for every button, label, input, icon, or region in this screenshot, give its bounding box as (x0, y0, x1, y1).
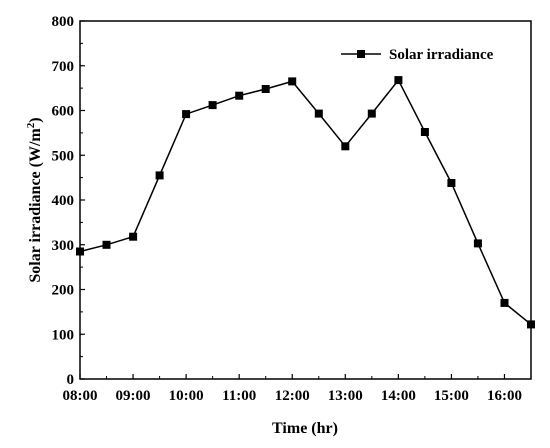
data-point-marker (102, 240, 111, 249)
y-axis: 0 100 200 300 400 500 600 700 800 (52, 14, 85, 388)
data-point-marker (367, 109, 376, 118)
y-axis-title-main: Solar irradiance (W/m (27, 128, 44, 283)
series-line (79, 78, 532, 325)
data-point-marker (129, 232, 138, 241)
x-tick-label: 11:00 (222, 388, 256, 404)
data-point-marker (235, 91, 244, 100)
data-point-marker (76, 247, 84, 256)
legend: Solar irradiance (341, 47, 494, 63)
x-tick-label: 13:00 (328, 388, 363, 404)
data-point-marker (394, 76, 403, 85)
x-tick-label: 15:00 (434, 388, 469, 404)
data-point-marker (527, 320, 535, 329)
data-point-marker (500, 298, 509, 307)
x-tick-label: 08:00 (63, 388, 98, 404)
y-tick-label: 100 (52, 327, 75, 343)
x-tick-label: 09:00 (116, 388, 151, 404)
y-tick-label: 200 (52, 283, 75, 299)
x-tick-label: 16:00 (487, 388, 522, 404)
y-axis-title-superscript: 2 (25, 122, 37, 128)
data-point-marker (314, 109, 323, 118)
y-tick-label: 400 (52, 193, 75, 209)
x-tick-label: 10:00 (169, 388, 204, 404)
y-tick-label: 700 (52, 59, 75, 75)
y-tick-label: 500 (52, 148, 75, 164)
data-point-marker (420, 128, 429, 136)
data-point-marker (261, 85, 270, 93)
x-tick-label: 14:00 (381, 388, 416, 404)
y-tick-label: 600 (52, 104, 75, 120)
x-axis-title: Time (hr) (272, 420, 338, 437)
data-point-marker (182, 110, 191, 119)
legend-marker (357, 50, 365, 58)
data-point-marker (208, 101, 217, 110)
data-point-marker (155, 171, 164, 180)
x-axis: 08:00 09:00 10:00 11:00 12:00 13:00 14:00 15:00… (63, 374, 532, 404)
data-point-marker (447, 179, 456, 187)
x-tick-label: 12:00 (275, 388, 310, 404)
plot-frame (79, 20, 532, 380)
y-axis-title: Solar irradiance (W/m2) (25, 117, 44, 282)
data-point-marker (341, 142, 350, 151)
y-axis-title-end: ) (27, 117, 44, 122)
series-markers (76, 76, 535, 329)
legend-label: Solar irradiance (389, 47, 494, 63)
y-tick-label: 0 (67, 372, 75, 388)
y-tick-label: 800 (52, 14, 75, 30)
data-point-marker (473, 239, 482, 248)
data-point-marker (288, 77, 297, 86)
y-tick-label: 300 (52, 238, 75, 254)
